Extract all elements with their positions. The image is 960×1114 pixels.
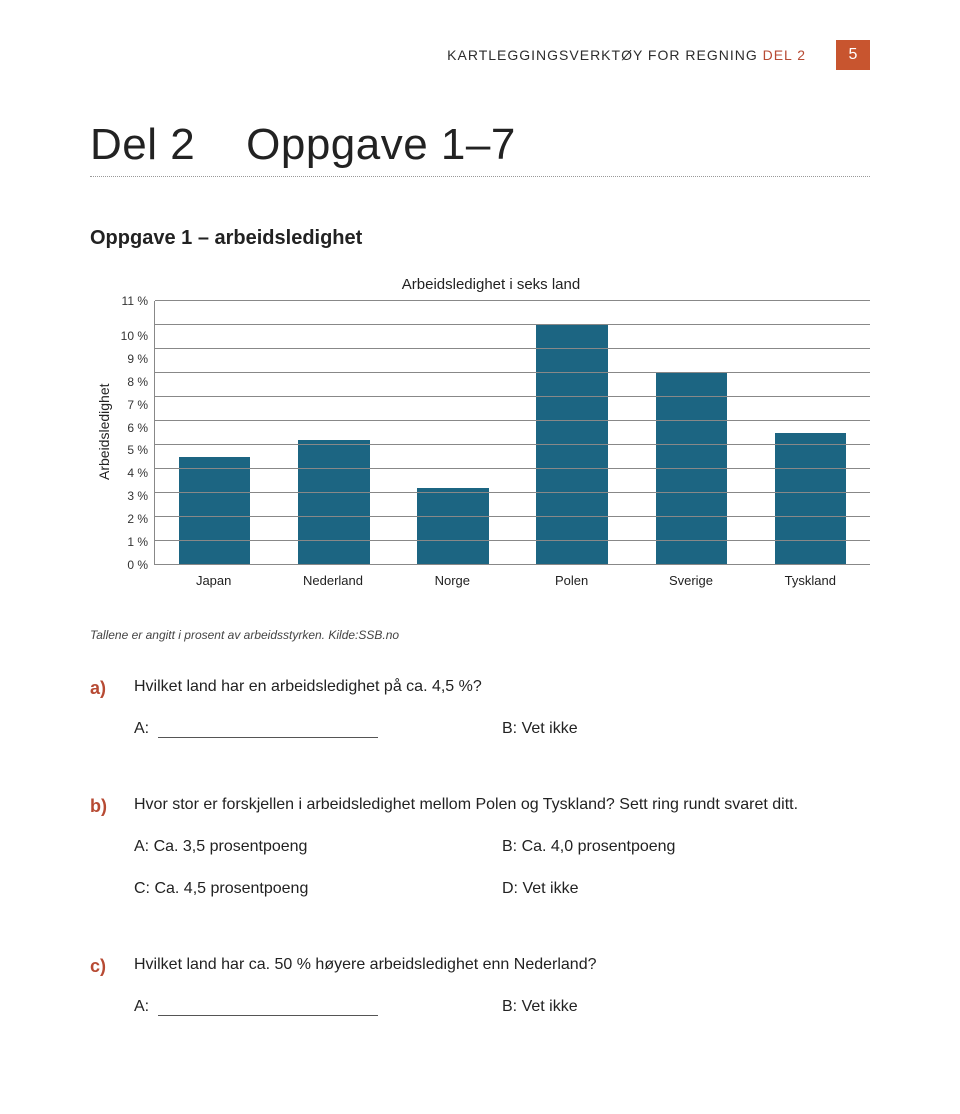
chart-bar-slot [155, 301, 274, 565]
source-note: Tallene er angitt i prosent av arbeidsst… [90, 628, 870, 642]
question-c-answers: A: B: Vet ikke [134, 998, 870, 1016]
chart-gridline [155, 516, 870, 517]
header-prefix: KARTLEGGINGSVERKTØY FOR REGNING [447, 47, 762, 63]
question-b: b) Hvor stor er forskjellen i arbeidsled… [90, 796, 870, 908]
answer-a-a: A: [134, 720, 502, 738]
answer-a-blank[interactable] [158, 724, 378, 738]
chart-gridline [155, 540, 870, 541]
chart-gridline [155, 420, 870, 421]
question-a-label: a) [90, 678, 134, 748]
page-title: Del 2 Oppgave 1–7 [90, 120, 870, 170]
title-range: Oppgave 1–7 [246, 120, 516, 169]
spacer [90, 776, 870, 796]
chart-bar-slot [513, 301, 632, 565]
answer-c-blank[interactable] [158, 1002, 378, 1016]
option-b-a[interactable]: A: Ca. 3,5 prosentpoeng [134, 838, 502, 856]
chart-gridline [155, 468, 870, 469]
page-header: KARTLEGGINGSVERKTØY FOR REGNING DEL 2 5 [90, 40, 870, 70]
header-suffix: DEL 2 [763, 47, 806, 63]
question-b-row2: C: Ca. 4,5 prosentpoeng D: Vet ikke [134, 880, 870, 898]
chart-plot-area [154, 301, 870, 565]
question-a-text: Hvilket land har en arbeidsledighet på c… [134, 678, 870, 696]
page: KARTLEGGINGSVERKTØY FOR REGNING DEL 2 5 … [0, 0, 960, 1114]
question-c-label: c) [90, 956, 134, 1026]
chart-y-tick: 3 % [127, 490, 148, 502]
chart-bar [298, 440, 370, 565]
chart-bar-slot [751, 301, 870, 565]
title-part: Del 2 [90, 120, 195, 169]
chart-y-tick: 6 % [127, 422, 148, 434]
chart-y-tick: 8 % [127, 376, 148, 388]
chart-gridline [155, 348, 870, 349]
option-b-c[interactable]: C: Ca. 4,5 prosentpoeng [134, 880, 502, 898]
chart-bar [417, 488, 489, 565]
question-a-answers: A: B: Vet ikke [134, 720, 870, 738]
chart-plot-row: 11 %10 %9 %8 %7 %6 %5 %4 %3 %2 %1 %0 % [112, 301, 870, 565]
question-a: a) Hvilket land har en arbeidsledighet p… [90, 678, 870, 748]
chart-x-axis: JapanNederlandNorgePolenSverigeTyskland [154, 565, 870, 588]
chart-gridline [155, 300, 870, 301]
question-b-row1: A: Ca. 3,5 prosentpoeng B: Ca. 4,0 prose… [134, 838, 870, 856]
page-number-badge: 5 [836, 40, 870, 70]
chart-gridline [155, 396, 870, 397]
chart-gridline [155, 492, 870, 493]
chart-y-tick: 7 % [127, 399, 148, 411]
spacer [90, 936, 870, 956]
chart-x-label: Norge [393, 565, 512, 588]
chart-y-axis-ticks: 11 %10 %9 %8 %7 %6 %5 %4 %3 %2 %1 %0 % [112, 301, 154, 565]
chart-bar [775, 433, 847, 565]
chart-x-label: Nederland [273, 565, 392, 588]
chart-x-label: Tyskland [751, 565, 870, 588]
chart-y-tick: 10 % [121, 330, 148, 342]
chart-body: Arbeidsledighet i seks land 11 % 10 % 9 % 8… [112, 276, 870, 588]
chart-y-tick: 4 % [127, 467, 148, 479]
chart-bar-slot [393, 301, 512, 565]
chart-x-label: Polen [512, 565, 631, 588]
chart-bar-slot [632, 301, 751, 565]
chart-gridline [155, 372, 870, 373]
answer-a-b: B: Vet ikke [502, 720, 870, 738]
question-c-body: Hvilket land har ca. 50 % høyere arbeids… [134, 956, 870, 1026]
question-c-text: Hvilket land har ca. 50 % høyere arbeids… [134, 956, 870, 974]
option-b-b[interactable]: B: Ca. 4,0 prosentpoeng [502, 838, 870, 856]
chart-y-tick: 11 % [122, 295, 148, 307]
chart-x-label: Japan [154, 565, 273, 588]
option-b-d[interactable]: D: Vet ikke [502, 880, 870, 898]
chart-gridline [155, 324, 870, 325]
question-b-label: b) [90, 796, 134, 908]
chart-y-tick: 9 % [127, 353, 148, 365]
chart-bar [656, 373, 728, 565]
answer-c-a-prefix: A: [134, 998, 149, 1015]
oppgave-heading: Oppgave 1 – arbeidsledighet [90, 227, 870, 250]
chart-bar-slot [274, 301, 393, 565]
chart-bars [155, 301, 870, 565]
answer-a-a-prefix: A: [134, 720, 149, 737]
chart-y-tick: 2 % [127, 513, 148, 525]
question-b-body: Hvor stor er forskjellen i arbeidsledigh… [134, 796, 870, 908]
question-a-body: Hvilket land har en arbeidsledighet på c… [134, 678, 870, 748]
question-c: c) Hvilket land har ca. 50 % høyere arbe… [90, 956, 870, 1026]
chart: Arbeidsledighet Arbeidsledighet i seks l… [90, 276, 870, 588]
chart-bar [179, 457, 251, 565]
chart-y-axis-label: Arbeidsledighet [90, 276, 112, 588]
answer-c-a: A: [134, 998, 502, 1016]
chart-x-label: Sverige [631, 565, 750, 588]
question-b-text: Hvor stor er forskjellen i arbeidsledigh… [134, 796, 870, 814]
chart-gridline [155, 564, 870, 565]
chart-y-tick: 5 % [127, 444, 148, 456]
chart-title: Arbeidsledighet i seks land [112, 276, 870, 293]
chart-y-tick: 1 % [127, 536, 148, 548]
chart-bar [536, 325, 608, 565]
chart-gridline [155, 444, 870, 445]
answer-c-b: B: Vet ikke [502, 998, 870, 1016]
chart-y-tick: 0 % [127, 559, 148, 571]
dotted-rule [90, 176, 870, 177]
header-text: KARTLEGGINGSVERKTØY FOR REGNING DEL 2 [447, 47, 806, 63]
